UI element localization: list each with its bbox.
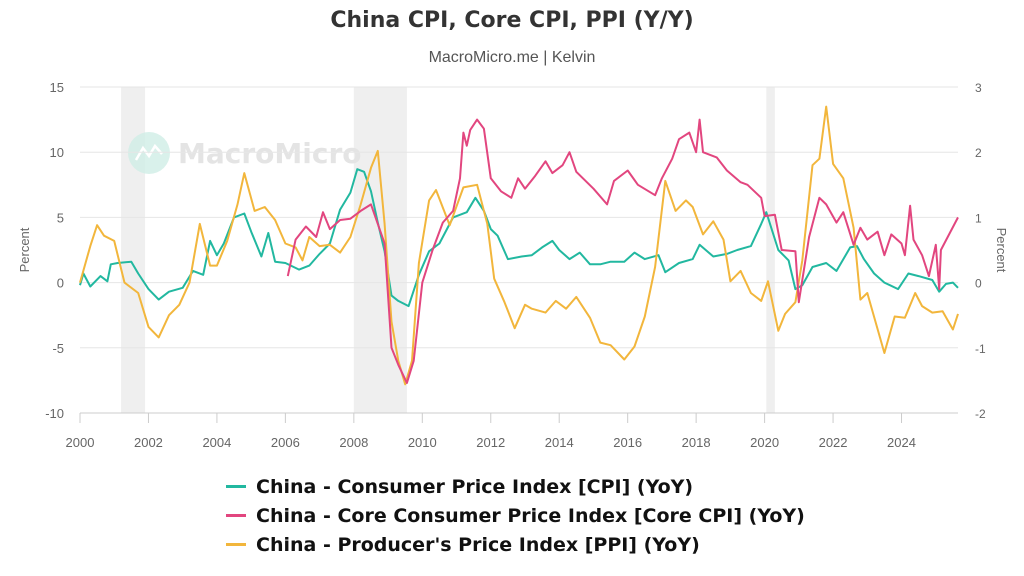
legend-swatch-core-cpi — [226, 514, 246, 517]
x-tick-label: 2010 — [408, 435, 437, 450]
y-right-tick-label: -2 — [975, 407, 986, 421]
y-right-tick-label: 0 — [975, 277, 982, 291]
legend-label-ppi: China - Producer's Price Index [PPI] (Yo… — [256, 533, 700, 556]
legend-swatch-cpi — [226, 485, 246, 488]
legend-item-ppi[interactable]: China - Producer's Price Index [PPI] (Yo… — [226, 530, 805, 559]
x-tick-label: 2020 — [750, 435, 779, 450]
y-left-tick-label: 0 — [57, 276, 64, 291]
x-tick-label: 2024 — [887, 435, 916, 450]
x-tick-label: 2002 — [134, 435, 163, 450]
shaded-period-2 — [766, 87, 775, 413]
y-right-axis-label: Percent — [994, 228, 1009, 273]
y-right-tick-label: 3 — [975, 81, 982, 95]
y-right-tick-label: -1 — [975, 342, 986, 356]
chart-subtitle: MacroMicro.me | Kelvin — [428, 49, 596, 66]
legend-label-cpi: China - Consumer Price Index [CPI] (YoY) — [256, 475, 694, 498]
legend-swatch-ppi — [226, 543, 246, 546]
x-tick-label: 2018 — [682, 435, 711, 450]
x-tick-label: 2008 — [339, 435, 368, 450]
x-tick-label: 2014 — [545, 435, 574, 450]
y-left-tick-label: 15 — [50, 80, 64, 95]
x-tick-label: 2022 — [819, 435, 848, 450]
chart-title: China CPI, Core CPI, PPI (Y/Y) — [330, 8, 694, 33]
y-right-tick-label: 2 — [975, 146, 982, 160]
watermark-logo-icon — [128, 132, 170, 174]
x-tick-label: 2012 — [476, 435, 505, 450]
watermark-text: MacroMicro — [178, 137, 362, 170]
x-tick-label: 2000 — [66, 435, 95, 450]
x-tick-label: 2004 — [202, 435, 231, 450]
legend-label-core-cpi: China - Core Consumer Price Index [Core … — [256, 504, 805, 527]
x-tick-label: 2006 — [271, 435, 300, 450]
y-right-tick-label: 1 — [975, 211, 982, 225]
y-left-tick-label: 5 — [57, 210, 64, 225]
series-line-ppi — [79, 105, 959, 386]
y-left-tick-label: -5 — [52, 341, 64, 356]
y-left-tick-label: 10 — [50, 145, 64, 160]
legend-item-core-cpi[interactable]: China - Core Consumer Price Index [Core … — [226, 501, 805, 530]
series-line-core-cpi — [286, 118, 959, 384]
legend: China - Consumer Price Index [CPI] (YoY)… — [226, 472, 805, 559]
series-line-cpi — [79, 168, 959, 308]
y-left-tick-label: -10 — [45, 406, 64, 421]
y-left-axis-label: Percent — [17, 227, 32, 272]
legend-item-cpi[interactable]: China - Consumer Price Index [CPI] (YoY) — [226, 472, 805, 501]
x-tick-label: 2016 — [613, 435, 642, 450]
